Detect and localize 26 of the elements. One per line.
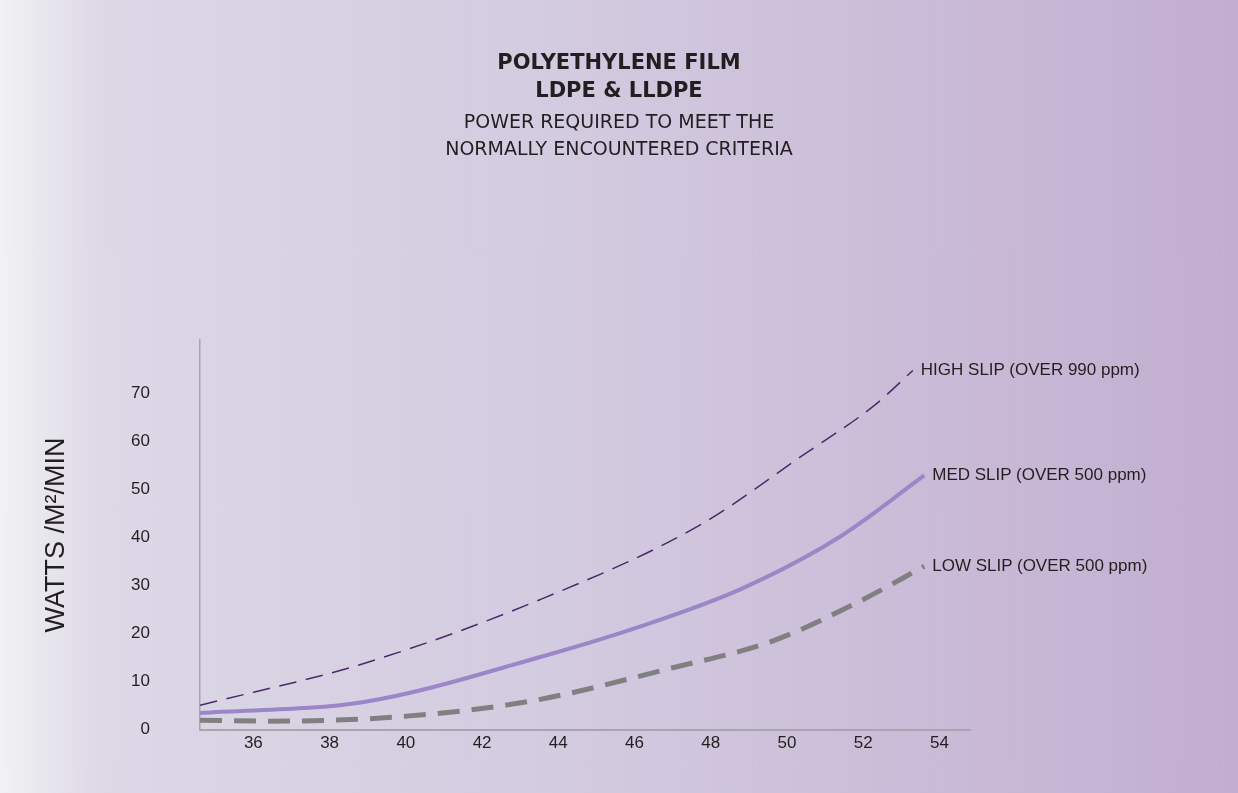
x-tick-label: 54 [930, 732, 949, 752]
line-series [200, 369, 914, 707]
x-tick-label: 48 [701, 732, 721, 752]
y-tick-label: 0 [140, 719, 150, 739]
y-tick-label: 50 [131, 478, 150, 498]
chart-title: POLYETHYLENE FILM LDPE & LLDPE [496, 49, 742, 104]
x-tick-label: 40 [396, 732, 416, 752]
series-label: LOW SLIP (OVER 500 ppm) [932, 555, 1148, 575]
x-tick-label: 50 [777, 732, 797, 752]
y-axis-title: WATTS /M²/MIN [39, 437, 70, 633]
y-tick-label: 30 [131, 575, 150, 595]
chart-subtitle: POWER REQUIRED TO MEET THE NORMALLY ENCOUNTERED CRITERIA [444, 109, 794, 161]
series-label: MED SLIP (OVER 500 ppm) [932, 465, 1147, 485]
x-tick-label: 38 [320, 732, 340, 752]
x-tick-label: 42 [472, 732, 492, 752]
y-tick-label: 60 [131, 430, 150, 450]
y-tick-label: 40 [131, 527, 150, 547]
y-tick-label: 70 [131, 382, 150, 402]
x-tick-label: 46 [625, 732, 645, 752]
line-series [200, 473, 927, 715]
y-tick-label: 20 [131, 623, 150, 643]
x-tick-label: 36 [243, 732, 263, 752]
series-label: HIGH SLIP (OVER 990 ppm) [920, 360, 1140, 380]
y-tick-label: 10 [131, 671, 150, 691]
x-tick-label: 44 [548, 732, 568, 752]
x-tick-label: 52 [853, 732, 873, 752]
